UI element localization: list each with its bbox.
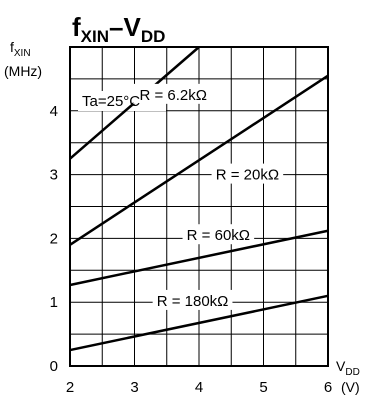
series-label: R = 6.2kΩ <box>139 87 207 104</box>
y-tick-label: 4 <box>50 103 58 120</box>
x-axis-label: VDD <box>336 358 360 378</box>
y-tick-label: 1 <box>50 294 58 311</box>
tick-labels: 2 3 4 5 6 0 1 2 3 4 <box>50 103 333 396</box>
chart-title: fXIN–VDD <box>72 12 165 46</box>
series-label: R = 20kΩ <box>216 167 279 184</box>
y-tick-label: 2 <box>50 230 58 247</box>
condition-label: Ta=25°C <box>82 93 140 110</box>
x-tick-label: 4 <box>195 379 203 396</box>
x-tick-label: 6 <box>324 379 332 396</box>
x-tick-label: 3 <box>130 379 138 396</box>
series-labels: R = 6.2kΩ R = 20kΩ R = 60kΩ R = 180kΩ <box>133 84 283 310</box>
y-axis-unit: (MHz) <box>4 63 42 79</box>
x-tick-label: 5 <box>259 379 267 396</box>
y-tick-label: 0 <box>50 358 58 375</box>
series-label: R = 180kΩ <box>157 293 229 310</box>
series-label: R = 60kΩ <box>187 227 250 244</box>
x-tick-label: 2 <box>66 379 74 396</box>
y-tick-label: 3 <box>50 167 58 184</box>
y-axis-label: fXIN <box>10 39 31 59</box>
x-axis-unit: (V) <box>341 379 360 395</box>
